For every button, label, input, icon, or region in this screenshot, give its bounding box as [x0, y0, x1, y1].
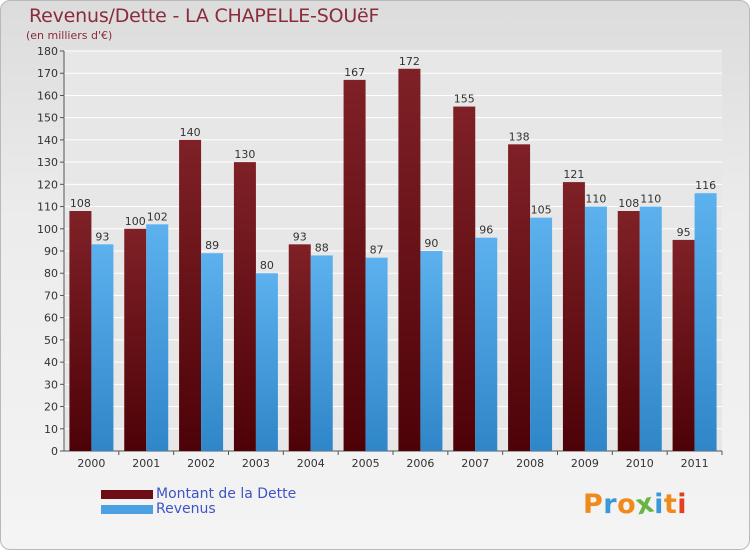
legend-label-revenus: Revenus — [156, 501, 216, 517]
data-label-dette: 100 — [125, 215, 146, 228]
bar-dette — [124, 228, 147, 451]
y-tick-label: 20 — [44, 401, 58, 414]
x-tick-label: 2002 — [187, 457, 215, 470]
logo-letter: t — [663, 489, 678, 520]
y-tick-label: 100 — [37, 223, 58, 236]
bar-dette — [288, 244, 311, 451]
bar-dette — [672, 239, 695, 451]
data-label-dette: 155 — [454, 93, 475, 106]
y-tick-label: 180 — [37, 45, 58, 58]
data-label-dette: 108 — [70, 197, 91, 210]
logo-letter: i — [654, 489, 664, 520]
bar-dette — [617, 211, 640, 451]
data-label-dette: 93 — [293, 230, 307, 243]
y-tick-label: 170 — [37, 67, 58, 80]
bar-dette — [343, 79, 366, 451]
y-tick-label: 30 — [44, 378, 58, 391]
logo-letter: o — [617, 489, 637, 520]
data-label-revenus: 93 — [95, 230, 109, 243]
legend-swatch-dette — [101, 490, 153, 499]
x-tick-label: 2004 — [297, 457, 325, 470]
data-label-revenus: 105 — [531, 204, 552, 217]
y-tick-label: 120 — [37, 178, 58, 191]
x-tick-label: 2005 — [352, 457, 380, 470]
data-label-dette: 172 — [399, 55, 420, 68]
data-label-revenus: 89 — [205, 239, 219, 252]
x-tick-label: 2006 — [406, 457, 434, 470]
x-tick-label: 2001 — [132, 457, 160, 470]
y-tick-label: 0 — [51, 445, 58, 458]
x-tick-label: 2010 — [626, 457, 654, 470]
x-tick-label: 2000 — [77, 457, 105, 470]
bar-revenus — [365, 257, 388, 451]
logo-letter: r — [603, 489, 618, 520]
y-tick-label: 110 — [37, 201, 58, 214]
x-tick-label: 2008 — [516, 457, 544, 470]
bar-revenus — [146, 224, 169, 451]
bar-revenus — [475, 237, 498, 451]
bar-dette — [508, 144, 531, 452]
y-tick-label: 10 — [44, 423, 58, 436]
data-label-revenus: 80 — [260, 259, 274, 272]
data-label-revenus: 110 — [585, 193, 606, 206]
bar-dette — [69, 211, 92, 451]
y-tick-label: 70 — [44, 289, 58, 302]
y-tick-label: 80 — [44, 267, 58, 280]
data-label-revenus: 110 — [640, 193, 661, 206]
data-label-revenus: 90 — [424, 237, 438, 250]
bar-revenus — [584, 206, 607, 451]
y-tick-label: 140 — [37, 134, 58, 147]
bar-revenus — [91, 244, 114, 451]
data-label-dette: 108 — [618, 197, 639, 210]
bar-revenus — [530, 217, 553, 451]
bar-dette — [453, 106, 476, 452]
y-tick-label: 40 — [44, 356, 58, 369]
data-label-dette: 138 — [509, 130, 530, 143]
bar-revenus — [694, 193, 717, 451]
legend-label-dette: Montant de la Dette — [156, 486, 297, 502]
y-tick-label: 130 — [37, 156, 58, 169]
bar-dette — [179, 139, 202, 451]
y-tick-label: 160 — [37, 89, 58, 102]
data-label-revenus: 96 — [479, 224, 493, 237]
data-label-dette: 95 — [677, 226, 691, 239]
chart-title: Revenus/Dette - LA CHAPELLE-SOUëF — [29, 5, 380, 27]
bar-dette — [562, 182, 585, 451]
x-tick-label: 2003 — [242, 457, 270, 470]
bar-revenus — [255, 273, 278, 451]
y-tick-label: 150 — [37, 112, 58, 125]
y-tick-label: 60 — [44, 312, 58, 325]
y-tick-label: 50 — [44, 334, 58, 347]
data-label-revenus: 116 — [695, 179, 716, 192]
proxiti-logo: Proxiti — [583, 487, 688, 521]
bar-revenus — [420, 251, 443, 451]
x-tick-label: 2009 — [571, 457, 599, 470]
x-tick-label: 2011 — [681, 457, 709, 470]
data-label-revenus: 88 — [315, 241, 329, 254]
data-label-dette: 167 — [344, 66, 365, 79]
y-tick-label: 90 — [44, 245, 58, 258]
chart-subtitle: (en milliers d'€) — [26, 29, 113, 42]
bar-revenus — [310, 255, 333, 451]
bar-revenus — [639, 206, 662, 451]
data-label-revenus: 102 — [147, 210, 168, 223]
bar-dette — [233, 162, 256, 451]
x-tick-label: 2007 — [461, 457, 489, 470]
data-label-dette: 140 — [180, 126, 201, 139]
logo-letter: i — [677, 489, 688, 520]
data-label-dette: 121 — [563, 168, 584, 181]
logo-letter: P — [583, 489, 604, 520]
data-label-dette: 130 — [234, 148, 255, 161]
bar-revenus — [201, 253, 224, 451]
data-label-revenus: 87 — [370, 244, 384, 257]
legend-swatch-revenus — [101, 505, 153, 514]
bar-dette — [398, 68, 421, 452]
